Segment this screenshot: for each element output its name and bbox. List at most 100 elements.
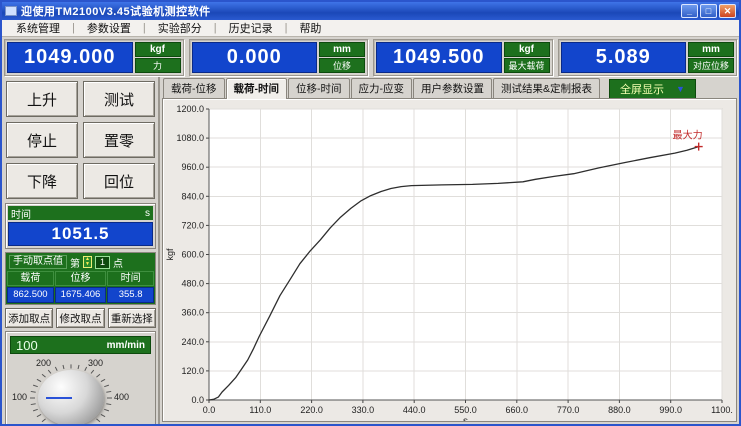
fullscreen-button[interactable]: 全屏显示 ▼ [609,78,696,99]
svg-text:s: s [463,416,468,422]
menu-separator: | [142,22,146,34]
menu-history[interactable]: 历史记录 [228,23,273,35]
svg-text:360.0: 360.0 [181,308,204,318]
max-load-unit: kgf [503,42,550,57]
svg-text:660.0: 660.0 [506,405,529,415]
speed-unit: mm/min [106,339,145,351]
speed-value: 100 [16,337,38,353]
title-bar: 迎使用TM2100V3.45试验机测控软件 _ □ ✕ [2,2,739,20]
tab-test-results-report[interactable]: 测试结果&定制报表 [493,78,601,98]
fullscreen-label: 全屏显示 [620,83,665,96]
menu-help[interactable]: 帮助 [299,23,322,35]
zero-button[interactable]: 置零 [83,122,155,158]
speed-dial[interactable]: 10 100 200 300 400 500 [10,356,151,424]
home-button[interactable]: 回位 [83,163,155,199]
time-panel: 时间 s 1051.5 [5,203,156,249]
menu-bar: 系统管理 | 参数设置 | 实验部分 | 历史记录 | 帮助 [2,20,739,37]
svg-text:330.0: 330.0 [352,405,375,415]
force-unit: kgf [134,42,181,57]
point-ordinal-value[interactable]: 1 [95,255,111,269]
svg-text:0.0: 0.0 [191,395,204,405]
svg-text:770.0: 770.0 [557,405,580,415]
chart-area: 载荷-位移 载荷-时间 位移-时间 应力-应变 用户参数设置 测试结果&定制报表… [160,77,739,424]
app-icon [5,6,17,16]
svg-text:440.0: 440.0 [403,405,426,415]
menu-separator: | [213,22,217,34]
chevron-down-icon: ▼ [676,83,685,94]
chart-svg: 0.0 110.0 220.0 330.0 440.0 550.0 660.0 770.0 88… [165,104,733,422]
display-row: 1049.000 kgf 力 0.000 mm 位移 1049.500 kgf … [2,37,739,77]
svg-text:120.0: 120.0 [181,366,204,376]
displacement-unit: mm [319,42,365,57]
svg-text:480.0: 480.0 [181,279,204,289]
svg-text:1100.: 1100. [711,405,733,415]
manual-point-title: 手动取点值 [9,255,67,269]
control-sidebar: 上升 测试 停止 置零 下降 回位 时间 s 1051.5 手动取点值 第 ▲ ▼ [2,77,160,424]
dial-label-200: 200 [36,358,52,368]
down-button[interactable]: 下降 [6,163,78,199]
displacement-value: 0.000 [191,42,317,73]
max-force-annotation: 最大力 [673,129,703,142]
max-load-label: 最大载荷 [503,58,550,73]
tab-displacement-time[interactable]: 位移-时间 [288,78,350,98]
edit-point-button[interactable]: 修改取点 [56,308,105,328]
force-value: 1049.000 [7,42,133,73]
menu-separator: | [284,22,288,34]
svg-text:990.0: 990.0 [659,405,682,415]
minimize-button[interactable]: _ [681,4,698,18]
menu-system[interactable]: 系统管理 [16,23,60,35]
svg-text:600.0: 600.0 [181,250,204,260]
corr-displacement-value: 5.089 [560,42,686,73]
svg-text:1080.0: 1080.0 [176,133,204,143]
point-spinner[interactable]: ▲ ▼ [83,256,92,268]
svg-text:240.0: 240.0 [181,337,204,347]
speed-panel: 100 mm/min 10 100 200 300 400 500 [5,331,156,424]
displacement-label: 位移 [319,58,365,73]
point-time-value: 355.8 [107,287,154,303]
dial-label-400: 400 [114,392,130,402]
dial-knob[interactable] [38,370,104,424]
displacement-display-group: 0.000 mm 位移 [188,39,368,76]
load-time-chart: 0.0 110.0 220.0 330.0 440.0 550.0 660.0 770.0 88… [162,98,737,422]
svg-text:110.0: 110.0 [249,405,271,415]
svg-text:720.0: 720.0 [181,220,204,230]
ordinal-suffix: 点 [113,258,124,270]
test-button[interactable]: 测试 [83,81,155,117]
corr-displacement-unit: mm [688,42,734,57]
force-display-group: 1049.000 kgf 力 [4,39,184,76]
close-button[interactable]: ✕ [719,4,736,18]
max-load-display-group: 1049.500 kgf 最大载荷 [373,39,553,76]
menu-experiment[interactable]: 实验部分 [157,23,202,35]
ordinal-prefix: 第 [70,258,80,270]
reselect-button[interactable]: 重新选择 [107,308,156,328]
add-point-button[interactable]: 添加取点 [5,308,54,328]
dial-ticks [30,364,112,423]
up-button[interactable]: 上升 [6,81,78,117]
svg-text:220.0: 220.0 [300,405,323,415]
force-label: 力 [134,58,181,73]
tab-stress-strain[interactable]: 应力-应变 [350,78,412,98]
time-unit: s [145,207,150,219]
manual-point-panel: 手动取点值 第 ▲ ▼ 1 点 载荷 位移 时间 862.500 1675.406… [5,252,156,305]
corr-displacement-label: 对应位移 [688,58,734,73]
tab-load-time[interactable]: 载荷-时间 [225,78,287,99]
time-value: 1051.5 [8,222,153,246]
max-load-value: 1049.500 [376,42,502,73]
svg-text:kgf: kgf [165,248,175,261]
svg-text:880.0: 880.0 [608,405,631,415]
menu-separator: | [72,22,75,34]
tab-user-parameters[interactable]: 用户参数设置 [413,78,492,98]
window-title: 迎使用TM2100V3.45试验机测控软件 [21,6,211,18]
tab-load-displacement[interactable]: 载荷-位移 [163,78,225,98]
stop-button[interactable]: 停止 [6,122,78,158]
dial-label-100: 100 [12,392,28,402]
svg-text:550.0: 550.0 [454,405,477,415]
svg-text:960.0: 960.0 [181,162,204,172]
col-header-load: 载荷 [7,271,54,286]
svg-text:0.0: 0.0 [203,405,216,415]
maximize-button[interactable]: □ [700,4,717,18]
col-header-displacement: 位移 [54,271,107,286]
menu-parameters[interactable]: 参数设置 [86,23,131,35]
svg-text:840.0: 840.0 [181,191,204,201]
